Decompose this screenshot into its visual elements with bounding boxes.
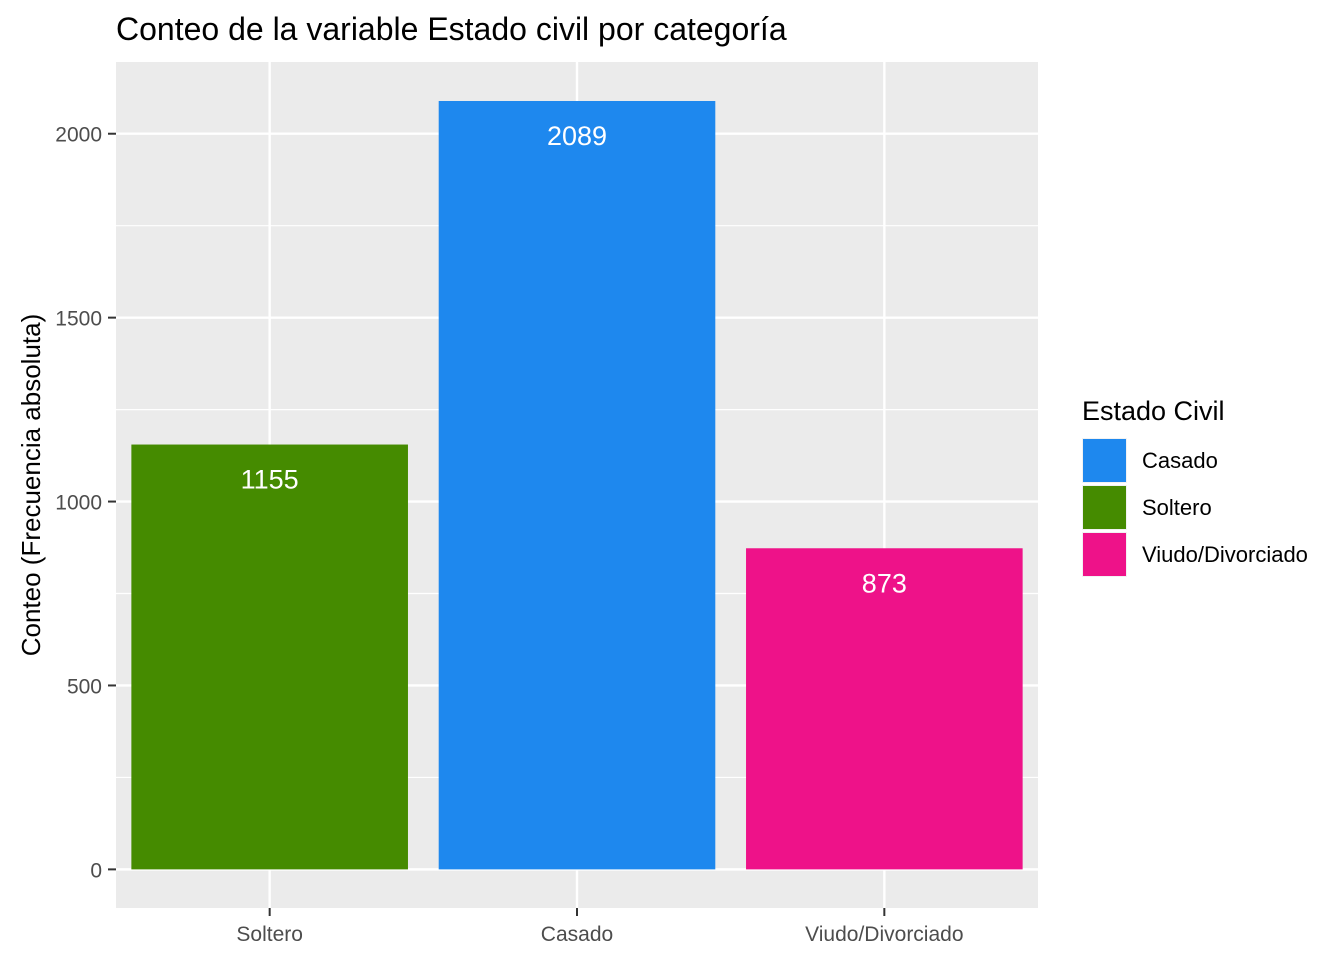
chart-title: Conteo de la variable Estado civil por c… (116, 11, 787, 47)
legend-swatch (1083, 533, 1126, 576)
y-tick-label: 2000 (55, 124, 102, 147)
legend: Estado Civil Casado Soltero Viudo/Divorciad… (1082, 396, 1308, 577)
y-axis: 0 500 1000 1500 2000 (55, 124, 116, 882)
legend-swatch (1083, 439, 1126, 482)
y-tick-label: 0 (90, 859, 102, 882)
data-label: 2089 (547, 121, 607, 151)
data-label: 1155 (241, 465, 299, 495)
x-tick-label: Casado (541, 923, 613, 946)
bar-soltero (131, 444, 408, 870)
y-tick-label: 500 (67, 675, 102, 698)
bar-viudo-divorciado (746, 548, 1023, 870)
legend-title: Estado Civil (1082, 396, 1225, 426)
legend-label: Soltero (1142, 495, 1212, 520)
data-labels: 1155 2089 873 (241, 121, 907, 598)
x-tick-label: Viudo/Divorciado (805, 923, 963, 946)
bar-casado (438, 100, 716, 870)
y-tick-label: 1500 (55, 308, 102, 331)
y-tick-label: 1000 (55, 492, 102, 515)
data-label: 873 (862, 568, 907, 598)
legend-label: Viudo/Divorciado (1142, 542, 1308, 567)
x-tick-label: Soltero (236, 923, 303, 946)
bars (131, 100, 1023, 870)
legend-label: Casado (1142, 448, 1218, 473)
x-axis: Soltero Casado Viudo/Divorciado (236, 908, 964, 946)
y-axis-title: Conteo (Frecuencia absoluta) (16, 314, 46, 657)
legend-swatch (1083, 486, 1126, 529)
